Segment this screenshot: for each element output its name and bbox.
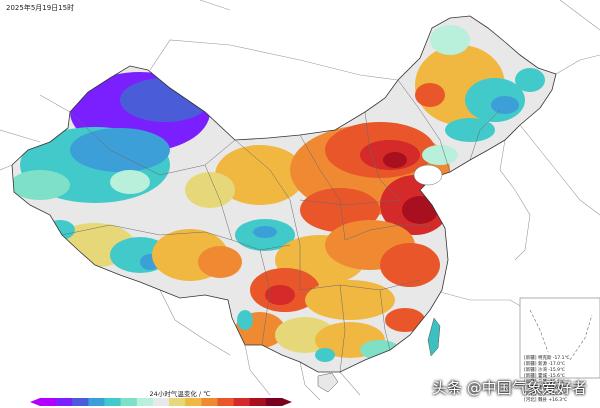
legend-swatch xyxy=(265,398,283,406)
legend-swatch xyxy=(152,398,170,406)
station-entry: [新疆] 霍城 -15.6℃ xyxy=(524,374,566,379)
station-entry: [新疆] 沙湾 -15.9℃ xyxy=(524,368,566,373)
station-entry: [河北] 肥乡 +16.5℃ xyxy=(524,392,568,397)
station-entry: [河北] 南宫 +16.9℃ xyxy=(524,386,568,391)
legend-title: 24小时气温变化 / ℃ xyxy=(149,390,211,398)
legend-arrow-left xyxy=(30,398,40,406)
bohai-sea xyxy=(413,164,443,186)
legend-swatch xyxy=(249,398,267,406)
legend-swatch xyxy=(217,398,234,406)
legend-swatch xyxy=(40,398,57,406)
legend-swatch xyxy=(72,398,89,406)
legend-swatch xyxy=(185,398,202,406)
legend-swatch xyxy=(120,398,138,406)
station-extremes-list: [新疆] 特克斯 -17.1℃ [新疆] 新源 -17.0℃ [新疆] 沙湾 -15… xyxy=(524,356,600,404)
station-entry: [新疆] 新源 -17.0℃ xyxy=(524,362,566,367)
timestamp-label: 2025年5月19日15时 xyxy=(6,4,75,12)
inset-dash-line xyxy=(529,309,593,361)
station-entry: [新疆] 特克斯 -17.1℃ xyxy=(524,356,570,361)
china-outline xyxy=(11,15,557,373)
watermark: 头条 @中国气象爱好者 xyxy=(432,379,587,397)
province-borders xyxy=(61,79,501,373)
legend-colorbar xyxy=(30,398,292,406)
legend-swatch xyxy=(169,398,186,406)
legend-swatch xyxy=(201,398,218,406)
legend-swatch xyxy=(233,398,251,406)
legend-swatch xyxy=(56,398,73,406)
legend-swatch xyxy=(136,398,154,406)
station-entry: [河北] 魏县 +16.3℃ xyxy=(524,398,568,403)
legend-swatch xyxy=(104,398,121,406)
station-entry: [新疆] 乌苏 -15.5℃ xyxy=(524,380,566,385)
hainan-island xyxy=(317,372,339,393)
taiwan-island xyxy=(427,317,441,357)
legend-swatch xyxy=(88,398,105,406)
south-china-sea-inset xyxy=(519,297,600,379)
legend-arrow-right xyxy=(282,398,292,406)
